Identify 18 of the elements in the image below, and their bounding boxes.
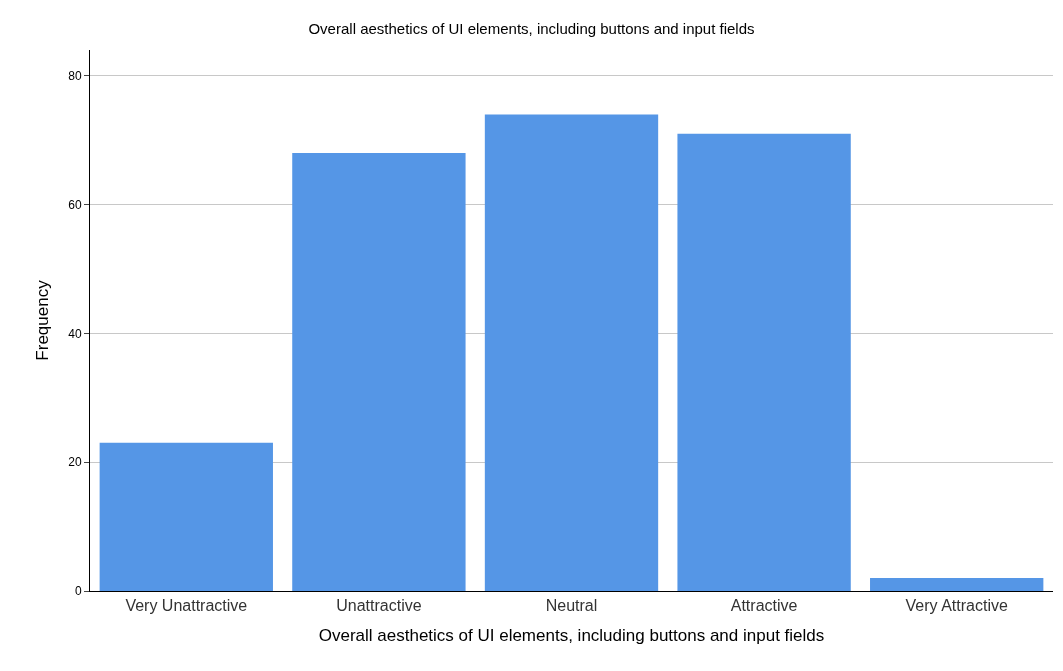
bar xyxy=(99,442,273,591)
x-axis-title: Overall aesthetics of UI elements, including buttons and input fields xyxy=(318,625,825,645)
bar xyxy=(870,578,1044,591)
x-tick-label: Very Unattractive xyxy=(125,597,248,615)
y-tick-label: 40 xyxy=(68,326,82,341)
bar xyxy=(292,153,466,591)
x-tick-label: Attractive xyxy=(730,597,798,615)
x-tick-label: Neutral xyxy=(545,597,598,615)
bar xyxy=(484,114,659,591)
bar xyxy=(677,133,851,591)
x-tick-label: Unattractive xyxy=(336,597,422,615)
y-tick-label: 0 xyxy=(74,584,82,599)
y-tick-label: 60 xyxy=(68,197,82,212)
chart-title: Overall aesthetics of UI elements, including buttons and input fields xyxy=(308,19,755,37)
x-tick-label: Very Attractive xyxy=(905,597,1008,615)
y-axis-title: Frequency xyxy=(32,279,52,361)
y-tick-label: 80 xyxy=(68,68,82,83)
y-tick-label: 20 xyxy=(68,455,82,470)
